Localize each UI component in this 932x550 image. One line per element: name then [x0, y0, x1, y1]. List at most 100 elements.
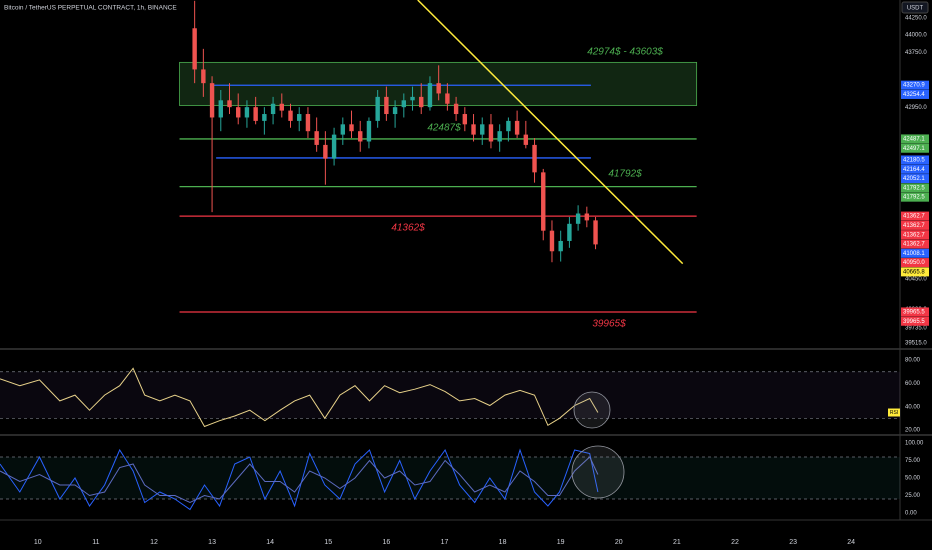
zone-label: 42974$ - 43603$	[587, 47, 663, 58]
price-tag	[901, 183, 929, 193]
legend-label: RSI	[890, 410, 898, 416]
candle-body	[288, 110, 293, 121]
price-tag-label: 42497.1	[903, 146, 925, 152]
candle-body	[366, 120, 372, 142]
legend-box	[888, 408, 900, 417]
price-tag	[901, 220, 929, 230]
level-label: 42487$	[427, 123, 461, 134]
candle-body	[227, 100, 232, 108]
candle-body	[244, 107, 250, 118]
price-tag-label: 43270.9	[903, 83, 925, 89]
price-tag	[901, 155, 929, 165]
price-tag	[901, 211, 929, 221]
level-label: 39965$	[592, 319, 626, 330]
level-label: 41362$	[391, 223, 425, 234]
x-tick-label: 22	[731, 539, 739, 546]
candle-body	[514, 120, 520, 135]
price-tag-label: 40950.0	[903, 260, 925, 266]
candle-body	[419, 96, 424, 108]
price-tag-label: 41362.7	[903, 242, 925, 248]
price-tag	[901, 316, 929, 326]
x-tick-label: 15	[324, 539, 332, 546]
y-tick-label: 43750.0	[905, 50, 927, 56]
candle-body	[453, 103, 459, 115]
candle-body	[392, 107, 398, 115]
indicator-line	[0, 367, 599, 428]
x-tick-label: 24	[847, 539, 855, 546]
candle-body	[436, 83, 441, 94]
candle-body	[279, 103, 284, 111]
y-tick-label: 40.00	[905, 404, 921, 410]
candle-body	[209, 83, 215, 118]
candle-body	[506, 120, 511, 132]
candle-body	[471, 124, 476, 135]
level-label: 41792$	[608, 169, 642, 180]
candle-body	[584, 213, 590, 221]
price-tag-label: 41792.5	[903, 195, 925, 201]
price-tag-label: 41362.7	[903, 232, 925, 238]
y-tick-label: 42950.0	[905, 105, 927, 111]
price-tag-label: 42052.1	[903, 176, 925, 182]
x-tick-label: 19	[557, 539, 565, 546]
x-tick-label: 16	[382, 539, 390, 546]
candle-body	[445, 93, 450, 104]
price-tag-label: 43254.4	[903, 92, 925, 98]
y-tick-label: 39515.0	[905, 340, 927, 346]
candle-body	[497, 131, 502, 142]
candle-body	[384, 96, 389, 115]
candle-body	[523, 134, 529, 145]
highlight-circle	[573, 391, 611, 429]
candle-body	[201, 69, 206, 84]
trend-line	[417, 0, 684, 265]
y-tick-label: 44000.0	[905, 33, 927, 39]
price-tag-label: 41792.5	[903, 185, 925, 191]
candle-body	[427, 83, 433, 108]
x-tick-label: 21	[673, 539, 681, 546]
price-tag	[901, 192, 929, 202]
candle-body	[192, 28, 197, 70]
x-tick-label: 17	[441, 539, 449, 546]
candle-body	[488, 124, 494, 142]
price-tag	[901, 267, 929, 277]
x-tick-label: 13	[208, 539, 216, 546]
price-tag	[901, 248, 929, 258]
candle-body	[558, 240, 563, 252]
y-tick-label: 20.00	[905, 428, 921, 434]
currency: USDT	[907, 6, 924, 12]
price-tag	[901, 307, 929, 317]
candle-body	[314, 131, 319, 145]
x-tick-label: 20	[615, 539, 623, 546]
candle-body	[480, 124, 485, 135]
chart-title: Bitcoin / TetherUS PERPETUAL CONTRACT, 1…	[4, 5, 177, 12]
candle-body	[358, 131, 363, 142]
y-tick-label: 40450.0	[905, 276, 927, 282]
candle-body	[297, 114, 302, 121]
y-tick-label: 60.00	[905, 381, 921, 387]
candle-body	[349, 124, 354, 132]
x-tick-label: 23	[789, 539, 797, 546]
price-tag-label: 39965.5	[903, 310, 925, 316]
price-tag-label: 41362.7	[903, 214, 925, 220]
candle-body	[532, 144, 537, 173]
indicator-line	[0, 448, 599, 511]
x-tick-label: 18	[499, 539, 507, 546]
candle-body	[410, 96, 415, 101]
candle-body	[593, 220, 598, 245]
price-tag	[901, 239, 929, 249]
x-tick-label: 14	[266, 539, 274, 546]
price-tag	[901, 164, 929, 174]
y-tick-label: 44250.0	[905, 16, 927, 22]
price-tag-label: 41362.7	[903, 223, 925, 229]
candle-body	[323, 144, 328, 159]
price-tag	[901, 80, 929, 90]
candle-body	[575, 213, 581, 224]
highlight-circle	[571, 445, 625, 499]
candle-body	[541, 172, 546, 231]
y-tick-label: 39735.0	[905, 325, 927, 331]
y-tick-label: 100.00	[905, 441, 924, 447]
price-tag	[901, 258, 929, 268]
x-tick-label: 11	[92, 539, 99, 546]
